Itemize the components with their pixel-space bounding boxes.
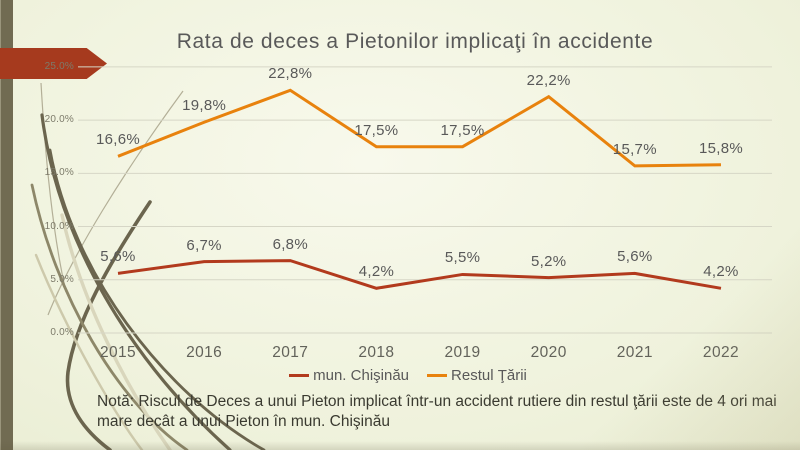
data-label: 4,2%: [358, 263, 395, 281]
series-line-0: [117, 259, 722, 290]
data-label: 5,5%: [444, 249, 481, 267]
x-axis-label: 2016: [186, 344, 223, 361]
legend-swatch-restul-tarii: [427, 374, 448, 377]
x-axis-label: 2017: [272, 344, 309, 361]
data-label: 16,6%: [95, 131, 141, 149]
data-label: 22,2%: [526, 71, 571, 89]
y-axis-label: 10.0%: [44, 220, 74, 232]
legend-item-restul-tarii: Restul Ţării: [427, 367, 527, 384]
y-axis-label: 0.0%: [50, 327, 74, 338]
legend-label-restul-tarii: Restul Ţării: [451, 367, 527, 384]
x-axis-label: 2021: [616, 344, 653, 361]
y-axis-label: 25.0%: [44, 60, 74, 72]
page-title: Rata de deces a Pietonilor implicaţi în …: [176, 30, 654, 53]
x-axis-label: 2020: [530, 344, 567, 361]
data-label: 5,6%: [100, 248, 136, 266]
arrow-banner: [0, 48, 107, 79]
data-label: 19,8%: [182, 97, 227, 115]
y-axis-label: 15.0%: [44, 167, 74, 179]
x-axis-label: 2022: [702, 344, 740, 361]
data-label: 22,8%: [268, 65, 313, 83]
data-label: 5,6%: [617, 248, 653, 266]
data-label: 15,7%: [612, 140, 657, 158]
data-label: 17,5%: [354, 121, 399, 139]
x-axis-label: 2019: [444, 344, 481, 361]
data-label: 5,2%: [530, 252, 567, 270]
left-accent-bar: [0, 0, 13, 450]
legend-item-mun-chisinau: mun. Chişinău: [289, 367, 409, 384]
legend-label-mun-chisinau: mun. Chişinău: [313, 367, 410, 384]
x-axis-label: 2015: [99, 344, 137, 361]
y-axis-label: 20.0%: [44, 114, 74, 126]
y-axis-label: 5.0%: [50, 273, 74, 285]
data-label: 15,8%: [698, 139, 743, 157]
data-label: 6,7%: [186, 236, 222, 254]
legend-swatch-mun-chisinau: [289, 374, 310, 377]
data-label: 4,2%: [703, 263, 739, 281]
x-axis-label: 2018: [358, 344, 395, 361]
note-text: Notă: Riscul de Deces a unui Pieton impl…: [97, 393, 777, 431]
series-line-1: [117, 88, 721, 168]
data-label: 6,8%: [272, 235, 308, 253]
chart-legend: mun. Chişinău Restul Ţării: [0, 367, 800, 384]
data-label: 17,5%: [440, 121, 485, 139]
